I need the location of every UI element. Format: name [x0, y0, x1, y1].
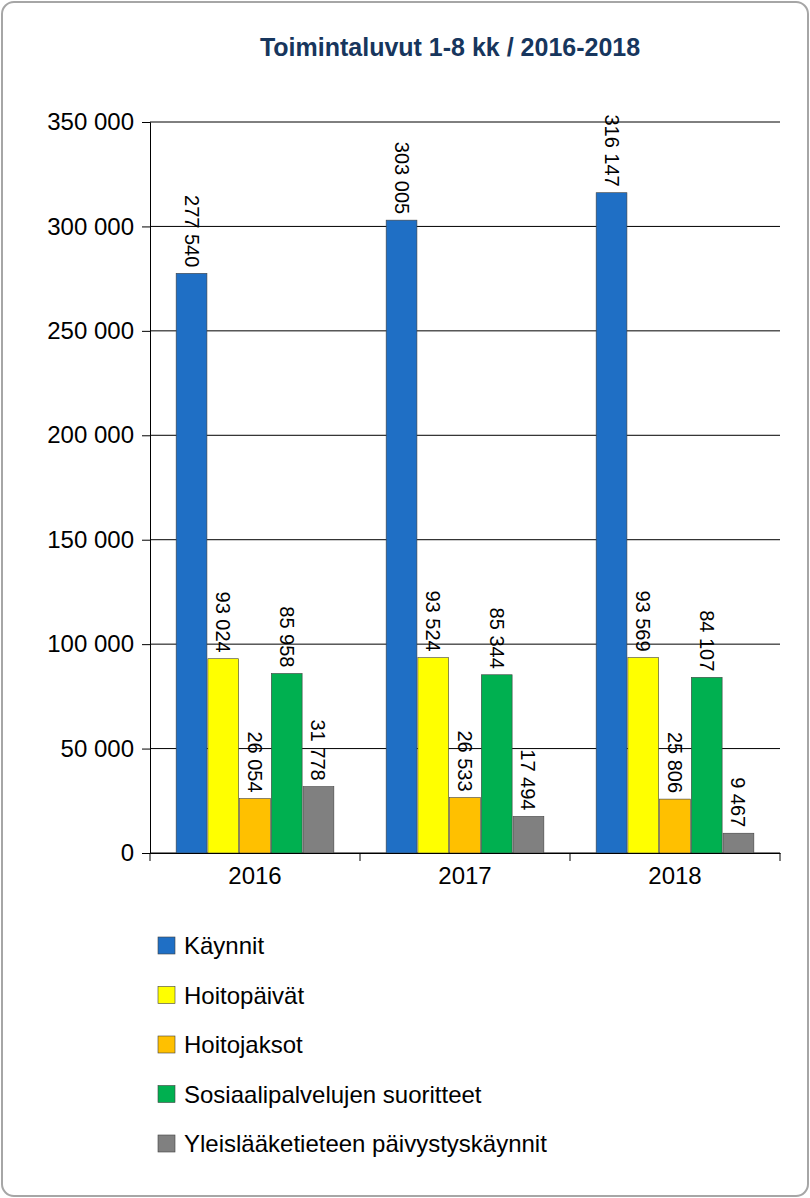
- y-tick-label: 200 000: [47, 421, 134, 448]
- bar: [691, 677, 722, 853]
- data-label: 25 806: [664, 732, 686, 793]
- y-tick-mark: [142, 435, 150, 436]
- y-tick-label: 100 000: [47, 630, 134, 657]
- y-tick-label: 150 000: [47, 526, 134, 553]
- y-tick-mark: [142, 853, 150, 854]
- legend: Käynnit Hoitopäivät Hoitojaksot Sosiaalipal…: [158, 932, 547, 1157]
- y-tick-mark: [142, 540, 150, 541]
- bar: [303, 787, 334, 853]
- bar: [596, 193, 627, 853]
- data-label: 85 344: [486, 608, 508, 669]
- grid-line: [150, 122, 780, 123]
- legend-label: Hoitopäivät: [184, 982, 304, 1009]
- grid-line: [150, 539, 780, 540]
- data-label: 26 533: [454, 730, 476, 791]
- y-tick-label: 300 000: [47, 213, 134, 240]
- y-tick-label: 0: [121, 839, 134, 866]
- x-tick-label: 2017: [438, 862, 491, 889]
- x-tick: 2016: [228, 853, 281, 889]
- y-tick: 250 000: [47, 317, 150, 344]
- x-separators: [150, 853, 780, 861]
- y-tick-mark: [142, 226, 150, 227]
- x-axis-line: [151, 853, 781, 854]
- y-tick: 200 000: [47, 421, 150, 448]
- legend-label: Hoitojaksot: [184, 1031, 303, 1058]
- data-labels: 277 540 303 005 316 147 93 024 93 524 93 569 2…: [181, 114, 750, 827]
- title: Toimintaluvut 1-8 kk / 2016-2018: [260, 33, 640, 61]
- x-axis: 2016 2017 2018: [151, 853, 781, 889]
- legend-swatch: [158, 1135, 175, 1152]
- bar: [271, 673, 302, 853]
- bar: [628, 658, 659, 853]
- legend-label: Yleislääketieteen päivystyskäynnit: [184, 1130, 547, 1157]
- legend-label: Käynnit: [184, 932, 264, 959]
- data-label: 93 569: [632, 590, 654, 651]
- frame: [2, 2, 808, 1196]
- grid-line: [150, 330, 780, 331]
- data-label: 31 778: [307, 719, 329, 780]
- bar: [240, 799, 271, 853]
- bar: [450, 798, 481, 853]
- x-separator: [570, 853, 571, 861]
- x-tick: 2017: [438, 853, 491, 889]
- legend-label: Sosiaalipalvelujen suoritteet: [184, 1081, 482, 1108]
- bar: [386, 220, 417, 853]
- y-tick-label: 350 000: [47, 108, 134, 135]
- y-tick: 100 000: [47, 630, 150, 657]
- x-tick-label: 2016: [228, 862, 281, 889]
- bar: [176, 273, 207, 853]
- legend-swatch: [158, 1086, 175, 1103]
- x-separator: [150, 853, 151, 861]
- data-label: 277 540: [181, 195, 203, 267]
- y-tick-mark: [142, 331, 150, 332]
- data-label: 17 494: [517, 749, 539, 810]
- data-label: 85 958: [276, 606, 298, 667]
- legend-swatch: [158, 987, 175, 1004]
- data-label: 93 024: [212, 592, 234, 653]
- bar: [481, 675, 512, 853]
- legend-swatch: [158, 1036, 175, 1053]
- y-tick: 150 000: [47, 526, 150, 553]
- x-tick: 2018: [648, 853, 701, 889]
- data-label: 303 005: [391, 142, 413, 214]
- y-tick: 300 000: [47, 213, 150, 240]
- bar: [723, 833, 754, 853]
- data-label: 93 524: [422, 590, 444, 651]
- grid-line: [150, 644, 780, 645]
- x-separator: [360, 853, 361, 861]
- data-label: 84 107: [696, 610, 718, 671]
- y-tick-mark: [142, 644, 150, 645]
- chart: Toimintaluvut 1-8 kk / 2016-2018 0 50 000 1…: [0, 0, 810, 1198]
- grid: [150, 122, 780, 853]
- y-axis-line: [142, 123, 151, 854]
- y-tick-label: 250 000: [47, 317, 134, 344]
- grid-line: [150, 435, 780, 436]
- y-tick-mark: [142, 749, 150, 750]
- y-tick: 0: [121, 839, 150, 866]
- y-tick: 350 000: [47, 108, 150, 135]
- bar: [208, 659, 239, 853]
- data-label: 316 147: [601, 114, 623, 186]
- y-tick-label: 50 000: [61, 735, 134, 762]
- x-separator: [780, 853, 781, 861]
- y-tick: 50 000: [61, 735, 150, 762]
- bar: [660, 799, 691, 853]
- data-label: 9 467: [727, 777, 749, 827]
- x-tick-label: 2018: [648, 862, 701, 889]
- bar: [418, 658, 449, 853]
- bar: [513, 816, 544, 853]
- grid-line: [150, 226, 780, 227]
- bars: [176, 193, 754, 853]
- y-axis: 0 50 000 100 000 150 000 200 000 250 000 300 0…: [47, 108, 150, 866]
- y-tick-mark: [142, 122, 150, 123]
- data-label: 26 054: [244, 731, 266, 792]
- legend-swatch: [158, 937, 175, 954]
